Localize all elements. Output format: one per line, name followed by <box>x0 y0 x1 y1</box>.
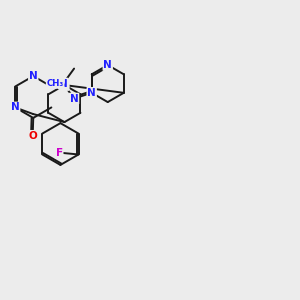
Text: CH₃: CH₃ <box>46 79 64 88</box>
Text: N: N <box>103 60 112 70</box>
Text: N: N <box>59 79 68 88</box>
Text: N: N <box>11 102 20 112</box>
Text: N: N <box>60 80 69 90</box>
Text: N: N <box>29 71 38 81</box>
Text: N: N <box>70 94 79 103</box>
Text: O: O <box>28 131 37 141</box>
Text: N: N <box>87 88 96 98</box>
Text: F: F <box>56 148 63 158</box>
